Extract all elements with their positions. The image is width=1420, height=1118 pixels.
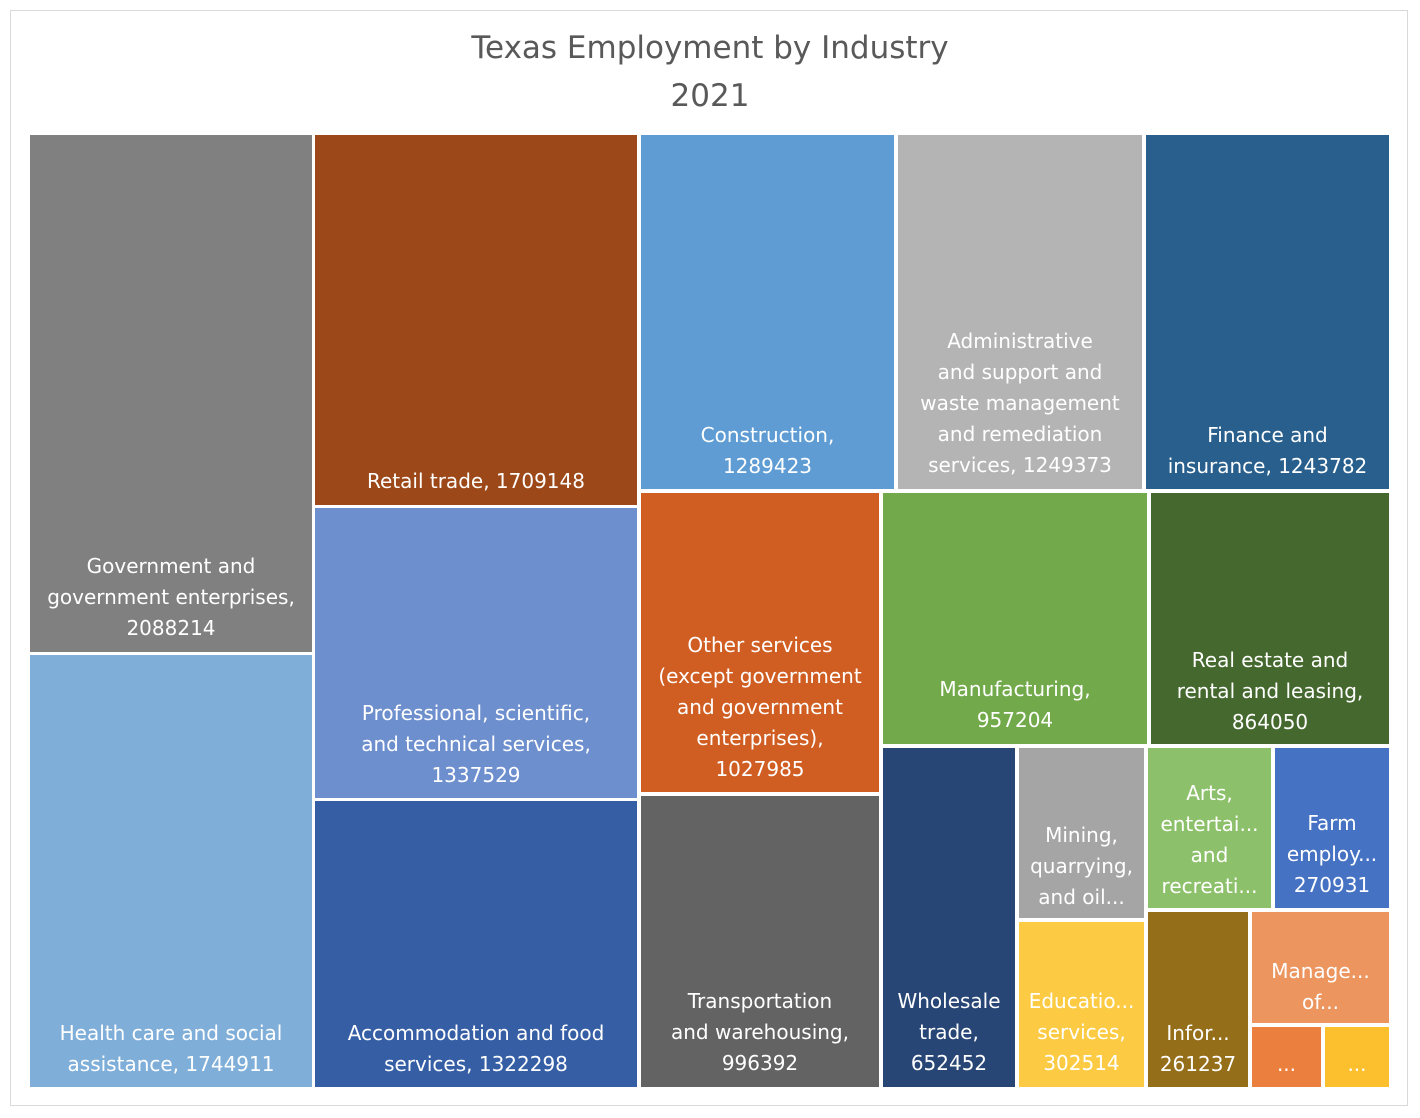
tile-label: Health care and social assistance, 174491…	[60, 1021, 283, 1076]
tile-label: Accommodation and food services, 1322298	[348, 1021, 605, 1076]
tile-rect	[1148, 912, 1248, 1087]
tile-18-infor: Infor... 261237	[1148, 912, 1248, 1087]
tile-21-other: ...	[1325, 1027, 1389, 1087]
tile-5-accommodation-and-food-services: Accommodation and food services, 1322298	[315, 801, 637, 1087]
tile-label: Farm employ... 270931	[1287, 811, 1377, 897]
chart-title: Texas Employment by Industry	[471, 30, 949, 66]
tile-label: Other services (except government and gove…	[658, 633, 862, 781]
tile-17-farm-employ: Farm employ... 270931	[1275, 748, 1389, 908]
tile-rect	[641, 135, 894, 489]
tile-label: Mining, quarrying, and oil...	[1030, 823, 1133, 909]
tile-rect	[1146, 135, 1389, 489]
tile-label: Administrative and support and waste manag…	[920, 329, 1120, 477]
tile-label: ...	[1347, 1052, 1366, 1076]
tile-11-manufacturing: Manufacturing, 957204	[883, 493, 1147, 744]
tile-rect	[315, 508, 637, 798]
tile-20-other: ...	[1252, 1027, 1321, 1087]
tile-label: Real estate and rental and leasing, 864050	[1177, 648, 1364, 734]
tile-13-wholesale-trade: Wholesale trade, 652452	[883, 748, 1015, 1087]
tile-label: Government and government enterprises, 208…	[47, 554, 295, 640]
tile-label: Educatio... services, 302514	[1029, 989, 1135, 1075]
tile-6-construction: Construction, 1289423	[641, 135, 894, 489]
tile-label: Construction, 1289423	[701, 423, 835, 478]
tile-label: Transportation and warehousing, 996392	[671, 989, 849, 1075]
tile-2-health-care-and-social-assistance: Health care and social assistance, 174491…	[30, 655, 312, 1087]
tile-14-mining-quarrying-and-oil: Mining, quarrying, and oil...	[1019, 748, 1144, 918]
tile-rect	[1252, 912, 1389, 1023]
tile-rect	[641, 493, 879, 792]
tile-12-real-estate-and-rental-and-leasing: Real estate and rental and leasing, 864050	[1151, 493, 1389, 744]
tile-rect	[1151, 493, 1389, 744]
tile-19-manage-of: Manage... of...	[1252, 912, 1389, 1023]
tile-label: Retail trade, 1709148	[367, 469, 585, 493]
tile-7-administrative-and-support-and-waste-management-and-remediation-services: Administrative and support and waste manag…	[898, 135, 1142, 489]
tile-3-retail-trade: Retail trade, 1709148	[315, 135, 637, 505]
tile-4-professional-scientific-and-technical-services: Professional, scientific, and technical s…	[315, 508, 637, 798]
tile-rect	[30, 135, 312, 652]
tile-10-transportation-and-warehousing: Transportation and warehousing, 996392	[641, 796, 879, 1087]
tile-rect	[1275, 748, 1389, 908]
tile-15-educatio-services: Educatio... services, 302514	[1019, 922, 1144, 1087]
tile-label: Manage... of...	[1271, 959, 1370, 1014]
tile-label: Wholesale trade, 652452	[897, 989, 1000, 1075]
tile-rect	[315, 135, 637, 505]
tile-8-finance-and-insurance: Finance and insurance, 1243782	[1146, 135, 1389, 489]
tile-rect	[1252, 1027, 1321, 1087]
tile-rect	[30, 655, 312, 1087]
tile-rect	[898, 135, 1142, 489]
tile-rect	[883, 748, 1015, 1087]
tile-rect	[315, 801, 637, 1087]
tile-rect	[1019, 922, 1144, 1087]
tile-1-government-and-government-enterprises: Government and government enterprises, 208…	[30, 135, 312, 652]
tile-label: Professional, scientific, and technical s…	[361, 701, 591, 787]
tile-label: Infor... 261237	[1160, 1021, 1236, 1076]
tile-9-other-services-except-government-and-government-enterprises: Other services (except government and gove…	[641, 493, 879, 792]
tile-rect	[1325, 1027, 1389, 1087]
tile-label: ...	[1277, 1052, 1296, 1076]
chart-subtitle: 2021	[670, 78, 750, 114]
tile-rect	[1019, 748, 1144, 918]
tile-16-arts-entertai-and-recreati: Arts, entertai... and recreati...	[1148, 748, 1271, 908]
tile-rect	[1148, 748, 1271, 908]
tile-rect	[883, 493, 1147, 744]
tile-label: Finance and insurance, 1243782	[1168, 423, 1368, 478]
tile-label: Manufacturing, 957204	[939, 677, 1090, 732]
tile-label: Arts, entertai... and recreati...	[1160, 781, 1258, 898]
tile-rect	[641, 796, 879, 1087]
